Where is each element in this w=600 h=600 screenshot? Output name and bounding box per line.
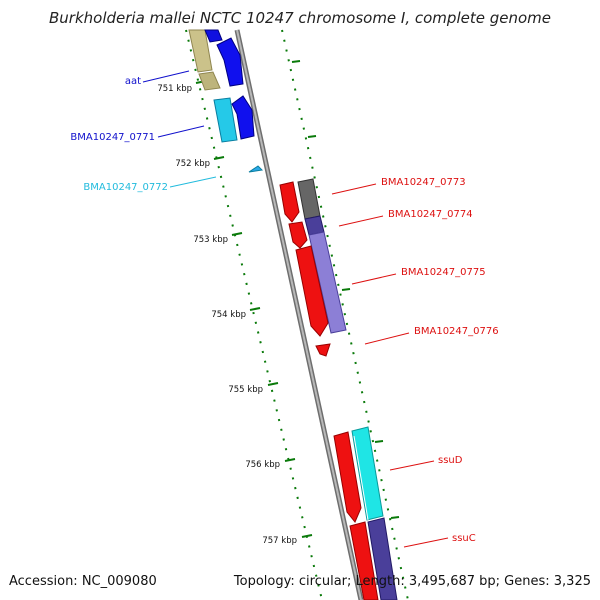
- gene-arrow-bma0773[interactable]: [279, 181, 300, 223]
- leader-line-bma0776: [364, 332, 410, 345]
- gene-feature-blue-top[interactable]: [204, 29, 223, 43]
- gene-label-bma0772[interactable]: BMA10247_0772: [83, 182, 168, 193]
- leader-line-bma0773: [331, 183, 377, 195]
- gene-divider: [353, 435, 369, 521]
- gene-arrow-ssud[interactable]: [333, 431, 362, 523]
- outer-dotted-track: [281, 29, 409, 600]
- gene-feature-indigo-ssu[interactable]: [367, 517, 398, 600]
- tick-mark: [267, 382, 279, 386]
- tick-mark: [231, 232, 243, 236]
- tick-label-752: 752 kbp: [175, 159, 210, 169]
- tick-mark: [249, 307, 261, 311]
- gene-label-bma0773[interactable]: BMA10247_0773: [381, 177, 466, 188]
- tick-label-754: 754 kbp: [211, 310, 246, 320]
- gene-label-bma0771[interactable]: BMA10247_0771: [70, 132, 155, 143]
- gene-feature-olive-lower[interactable]: [198, 71, 221, 91]
- gene-arrow-aat[interactable]: [216, 37, 244, 87]
- gene-label-bma0776[interactable]: BMA10247_0776: [414, 326, 499, 337]
- gene-labels: aat BMA10247_0771 BMA10247_0772 BMA10247…: [70, 76, 498, 544]
- leader-line-bma0771: [157, 125, 205, 138]
- gene-arrow-bma0775[interactable]: [295, 245, 329, 337]
- gene-feature-cyan-ssu[interactable]: [351, 426, 384, 521]
- tick-labels: 751 kbp 752 kbp 753 kbp 754 kbp 755 kbp …: [157, 84, 297, 546]
- forward-strand-features: [188, 29, 264, 173]
- leader-line-aat: [142, 70, 190, 83]
- tick-mark: [307, 135, 317, 138]
- map-title: Burkholderia mallei NCTC 10247 chromosom…: [49, 9, 551, 27]
- leader-line-bma0774: [338, 215, 384, 227]
- genome-summary-text: Topology: circular; Length: 3,495,687 bp…: [233, 574, 591, 589]
- tick-mark: [284, 458, 296, 462]
- reverse-strand-features: [279, 178, 398, 600]
- gene-feature-cyan[interactable]: [213, 97, 238, 143]
- tick-label-753: 753 kbp: [193, 235, 228, 245]
- tick-mark: [341, 288, 351, 291]
- gene-feature-olive[interactable]: [188, 29, 213, 73]
- gene-feature-lavender[interactable]: [308, 231, 347, 334]
- tick-label-751: 751 kbp: [157, 84, 192, 94]
- gene-arrow-bma0774[interactable]: [288, 221, 308, 249]
- tick-mark: [390, 516, 400, 519]
- leader-line-bma0775: [351, 273, 397, 285]
- backbone: [236, 29, 362, 600]
- gene-label-ssud[interactable]: ssuD: [438, 455, 463, 466]
- gene-label-aat[interactable]: aat: [125, 76, 141, 87]
- tick-mark: [374, 440, 384, 443]
- gene-arrow-bma0776[interactable]: [315, 343, 331, 357]
- tick-mark: [291, 60, 301, 63]
- accession-text: Accession: NC_009080: [9, 574, 157, 589]
- tick-label-756: 756 kbp: [245, 460, 280, 470]
- gene-label-ssuc[interactable]: ssuC: [452, 533, 476, 544]
- gene-arrow-bma0771[interactable]: [231, 95, 255, 140]
- gene-arrow-bma0772[interactable]: [248, 165, 264, 173]
- tick-mark: [301, 534, 313, 538]
- tick-marks: [195, 60, 400, 538]
- gene-label-bma0775[interactable]: BMA10247_0775: [401, 267, 486, 278]
- leader-lines: [142, 70, 449, 548]
- tick-label-757: 757 kbp: [262, 536, 297, 546]
- gene-feature-ssuc[interactable]: [349, 521, 379, 600]
- gene-label-bma0774[interactable]: BMA10247_0774: [388, 209, 473, 220]
- tick-label-755: 755 kbp: [228, 385, 263, 395]
- tick-mark: [213, 156, 225, 160]
- leader-line-bma0772: [169, 176, 217, 188]
- leader-line-ssud: [389, 460, 435, 471]
- gene-feature-gray[interactable]: [297, 178, 321, 220]
- leader-line-ssuc: [403, 537, 449, 548]
